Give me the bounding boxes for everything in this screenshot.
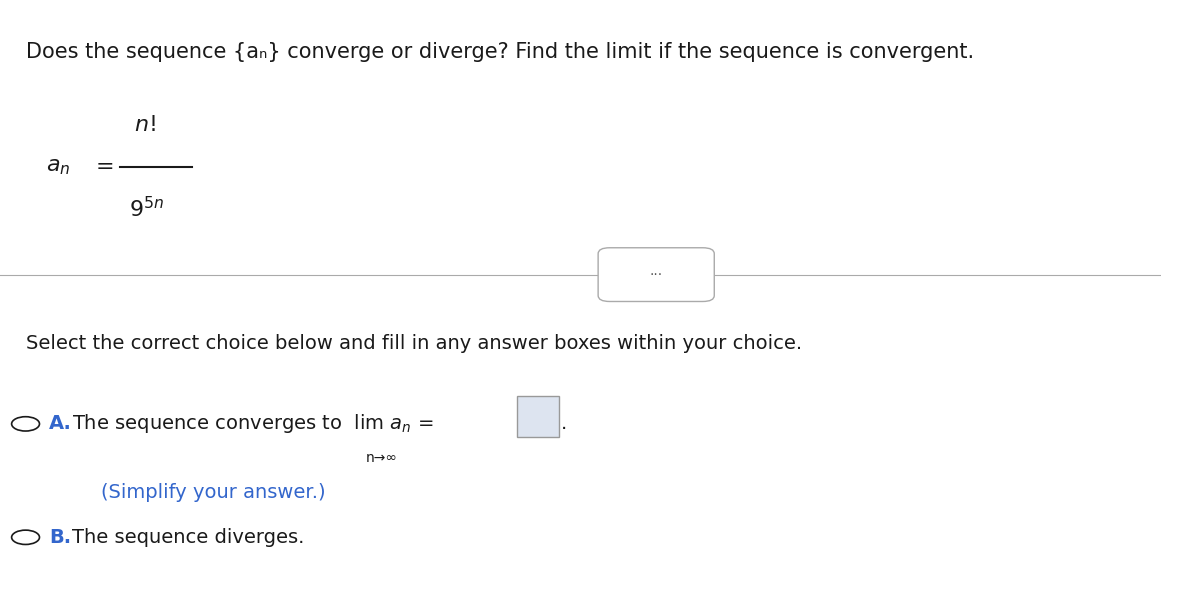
Text: A.: A. [49,414,72,433]
Text: n→∞: n→∞ [366,451,397,466]
Text: $n!$: $n!$ [133,115,155,136]
Text: ···: ··· [649,267,662,282]
Text: The sequence diverges.: The sequence diverges. [72,528,305,547]
Text: B.: B. [49,528,71,547]
Text: Select the correct choice below and fill in any answer boxes within your choice.: Select the correct choice below and fill… [25,334,802,353]
Text: $9^{5n}$: $9^{5n}$ [128,196,164,221]
FancyBboxPatch shape [598,248,714,301]
Text: The sequence converges to  lim $a_n$ =: The sequence converges to lim $a_n$ = [72,413,433,435]
Text: $a_n$: $a_n$ [47,157,71,177]
Text: =: = [95,157,114,177]
Text: Does the sequence {aₙ} converge or diverge? Find the limit if the sequence is co: Does the sequence {aₙ} converge or diver… [25,42,973,62]
Text: .: . [560,414,568,433]
FancyBboxPatch shape [517,396,559,437]
Text: (Simplify your answer.): (Simplify your answer.) [101,483,325,502]
